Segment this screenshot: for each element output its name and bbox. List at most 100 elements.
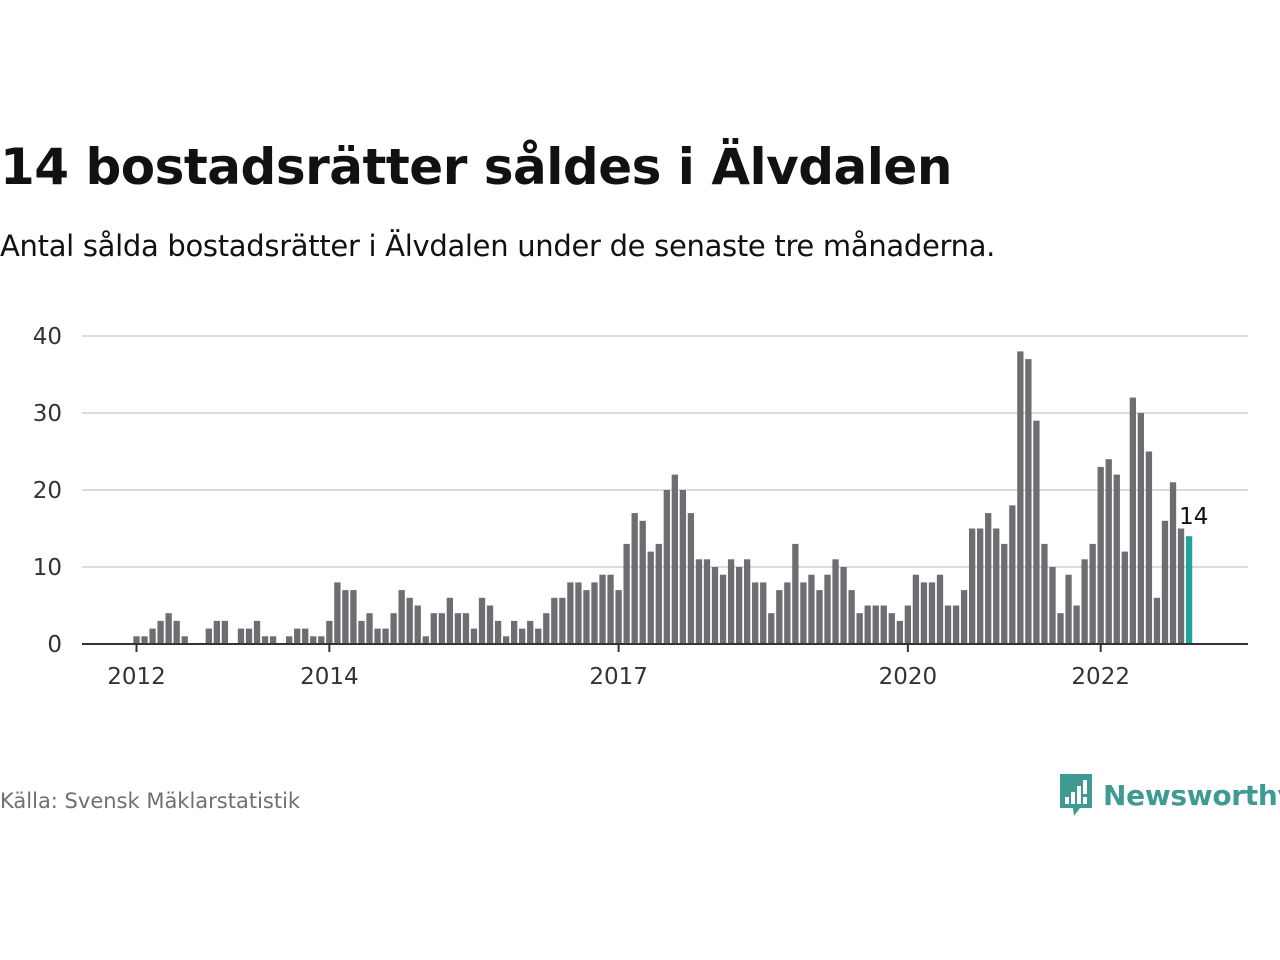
- bar: [952, 605, 960, 644]
- bar: [510, 620, 518, 644]
- bar: [848, 590, 855, 644]
- bar: [719, 574, 727, 644]
- bar: [727, 559, 735, 644]
- bar: [888, 613, 895, 644]
- bar: [800, 582, 807, 644]
- bar: [784, 582, 791, 644]
- bar: [1177, 528, 1185, 644]
- bar: [671, 474, 678, 644]
- bar: [768, 613, 775, 644]
- bar: [1137, 413, 1145, 644]
- bar: [977, 528, 984, 644]
- annotation: 14: [1177, 502, 1211, 533]
- bar: [294, 628, 301, 644]
- bar: [398, 590, 405, 644]
- bar: [808, 574, 815, 644]
- bar: [390, 613, 397, 644]
- y-tick-label: 30: [33, 401, 62, 427]
- bar: [631, 513, 638, 644]
- bar: [912, 574, 920, 644]
- bar: [623, 543, 630, 644]
- bar: [326, 620, 333, 644]
- bar: [703, 559, 711, 644]
- bar: [1009, 505, 1016, 644]
- bar: [960, 590, 968, 644]
- bar: [575, 582, 582, 644]
- bar: [639, 520, 646, 644]
- bar-chart: 0 10 20 30 40 2012 2014 2017 2020 2022 14: [33, 324, 1248, 690]
- bar: [133, 636, 140, 644]
- bar: [374, 628, 381, 644]
- bar: [655, 543, 662, 644]
- bar: [358, 620, 365, 644]
- bar: [840, 567, 847, 644]
- bar-highlight: [1185, 536, 1193, 644]
- bar: [1033, 420, 1040, 644]
- bar: [920, 582, 928, 644]
- bar: [342, 590, 349, 644]
- bar: [269, 636, 277, 644]
- chart-title: 14 bostadsrätter såldes i Älvdalen: [0, 138, 952, 196]
- bar: [944, 605, 952, 644]
- bar: [567, 582, 574, 644]
- bar: [752, 582, 759, 644]
- bar: [880, 605, 887, 644]
- bar-chart-speech-bubble-icon: [1060, 774, 1092, 816]
- bar: [679, 490, 687, 644]
- bar: [414, 605, 421, 644]
- bar: [1121, 551, 1128, 644]
- bar: [245, 628, 253, 644]
- bar: [181, 636, 188, 644]
- chart-subtitle: Antal sålda bostadsrätter i Älvdalen und…: [0, 229, 996, 263]
- bar: [318, 636, 325, 644]
- x-tick-label: 2017: [589, 664, 648, 690]
- bar: [486, 605, 494, 644]
- bar: [1097, 466, 1104, 644]
- bar: [494, 620, 502, 644]
- bar: [993, 528, 1000, 644]
- bar: [1001, 543, 1008, 644]
- bar: [1017, 351, 1024, 644]
- bar: [462, 613, 470, 644]
- bar: [221, 620, 229, 644]
- bar: [968, 528, 976, 644]
- bar: [583, 590, 590, 644]
- bar: [760, 582, 767, 644]
- bar: [1169, 482, 1177, 644]
- bar: [591, 582, 598, 644]
- bar: [744, 559, 751, 644]
- bar: [647, 551, 654, 644]
- y-tick-label: 0: [47, 632, 62, 658]
- bar: [141, 636, 148, 644]
- y-tick-label: 20: [33, 478, 62, 504]
- x-axis-ticks: 2012 2014 2017 2020 2022: [107, 644, 1130, 690]
- bar: [527, 620, 534, 644]
- y-tick-label: 40: [33, 324, 62, 350]
- bar: [205, 628, 212, 644]
- bar: [502, 636, 510, 644]
- bar: [663, 490, 670, 644]
- bar: [936, 574, 944, 644]
- bar: [535, 628, 542, 644]
- bar: [1041, 543, 1048, 644]
- bar: [792, 543, 799, 644]
- bar: [928, 582, 936, 644]
- bar: [430, 613, 437, 644]
- bar: [446, 597, 454, 644]
- bar: [478, 597, 486, 644]
- x-tick-label: 2020: [879, 664, 938, 690]
- bar: [1089, 543, 1096, 644]
- bar: [1081, 559, 1088, 644]
- bar: [213, 620, 220, 644]
- bars: [133, 351, 1193, 644]
- bar: [1049, 567, 1056, 644]
- bar: [551, 597, 558, 644]
- bar: [165, 613, 172, 644]
- bar: [816, 590, 823, 644]
- bar: [237, 628, 245, 644]
- bar: [1113, 474, 1120, 644]
- bar: [687, 513, 695, 644]
- bar: [599, 574, 606, 644]
- bar: [904, 605, 912, 644]
- bar: [406, 597, 413, 644]
